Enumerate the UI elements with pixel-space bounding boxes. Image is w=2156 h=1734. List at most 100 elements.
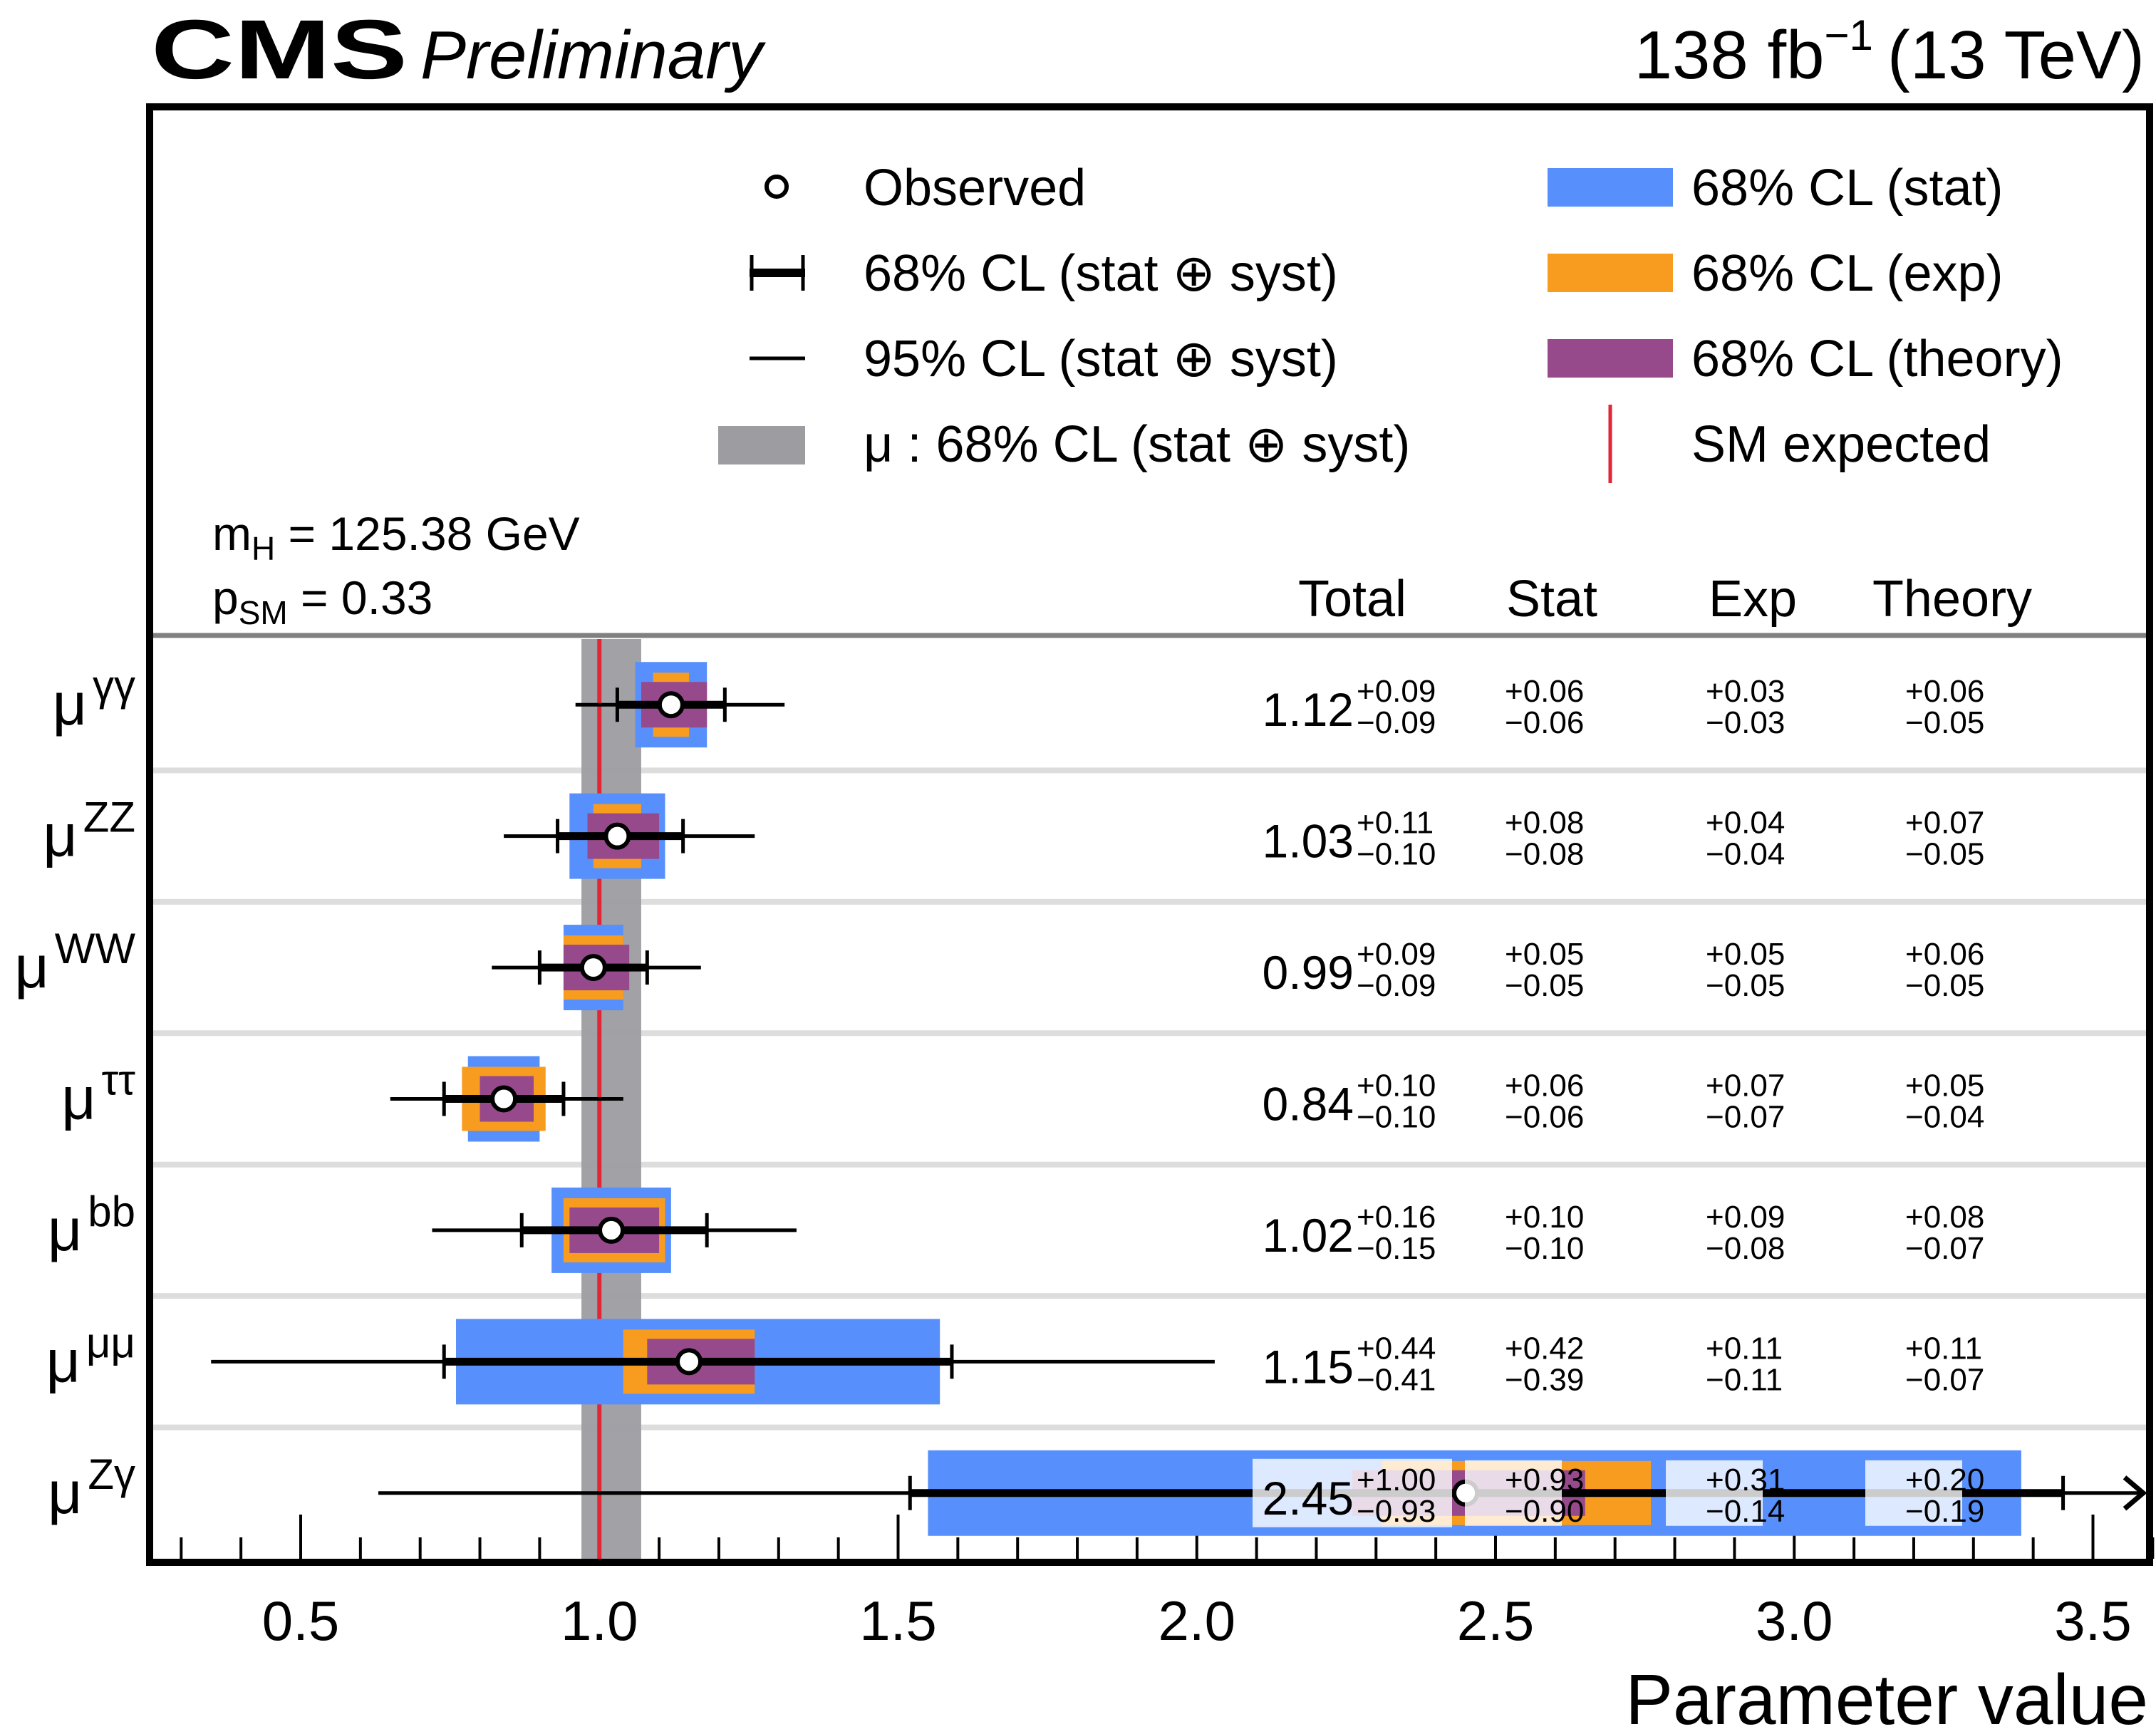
row-label: μ Zγ xyxy=(48,1450,135,1526)
theory-up: +0.07 xyxy=(1905,806,1984,841)
exp-down: −0.08 xyxy=(1706,1231,1785,1266)
row-label-superscript: bb xyxy=(88,1188,135,1235)
legend-label: 68% CL (exp) xyxy=(1691,245,2004,302)
stat-down: −0.06 xyxy=(1505,705,1584,740)
x-tick-label: 0.5 xyxy=(262,1589,339,1652)
theory-down: −0.07 xyxy=(1905,1362,1984,1397)
legend-label: SM expected xyxy=(1691,416,1991,473)
mu-symbol: μ xyxy=(48,1459,82,1526)
stat-bg xyxy=(1465,1460,1562,1526)
legend-label: Observed xyxy=(864,160,1086,217)
observed-marker xyxy=(579,954,607,982)
theory-up: +0.20 xyxy=(1905,1463,1984,1497)
observed-marker xyxy=(603,822,631,850)
exp-up: +0.05 xyxy=(1706,937,1785,972)
blue-box-icon xyxy=(1548,168,1673,207)
row-ττ: μ ττ 0.84 +0.10−0.10 +0.06−0.06 +0.07−0.07 +0.… xyxy=(61,1056,1984,1142)
legend-item-stat: 68% CL (stat) xyxy=(1548,160,2003,217)
total-up: +0.11 xyxy=(1357,806,1434,841)
value-central: 0.84 xyxy=(1263,1078,1354,1131)
mh-value: = 125.38 GeV xyxy=(275,507,580,560)
legend-item-theory: 68% CL (theory) xyxy=(1548,331,2063,388)
value-central: 1.15 xyxy=(1263,1340,1354,1393)
legend: Observed 68% CL (stat ⊕ syst) 95% CL (st… xyxy=(718,160,2063,483)
row-label: μ μμ xyxy=(46,1319,135,1394)
theory-down: −0.07 xyxy=(1905,1231,1984,1266)
exp-down: −0.04 xyxy=(1706,837,1785,872)
row-ZZ: μ ZZ 1.03 +0.11−0.10 +0.08−0.08 +0.04−0.04 +0.… xyxy=(43,793,1984,879)
mu-symbol: μ xyxy=(14,933,48,1000)
total-up: +1.00 xyxy=(1357,1463,1436,1497)
mu-symbol: μ xyxy=(46,1327,80,1394)
header-exp: Exp xyxy=(1709,571,1797,628)
exp-up: +0.07 xyxy=(1706,1069,1785,1104)
legend-label: 68% CL (stat ⊕ syst) xyxy=(864,245,1338,302)
row-γγ: μ γγ 1.12 +0.09−0.09+0.06−0.06+0.03−0.03+0.… xyxy=(53,662,1984,748)
x-tick-label: 2.5 xyxy=(1457,1589,1534,1652)
exp-down: −0.11 xyxy=(1706,1362,1783,1397)
energy-label: (13 TeV) xyxy=(1887,17,2145,93)
stat-up: +0.10 xyxy=(1505,1200,1584,1235)
cms-logo: CMS xyxy=(151,3,408,97)
mh-label: mH = 125.38 GeV xyxy=(212,507,580,567)
legend-item-68cl-total: 68% CL (stat ⊕ syst) xyxy=(750,245,1338,302)
row-μμ: μ μμ 1.15 +0.44−0.41+0.42−0.39+0.11−0.11+0.… xyxy=(46,1319,1984,1405)
legend-item-sm: SM expected xyxy=(1608,405,1991,483)
exp-up: +0.11 xyxy=(1706,1331,1783,1366)
total-up: +0.09 xyxy=(1357,674,1436,709)
mh-symbol: m xyxy=(212,507,252,560)
header-theory: Theory xyxy=(1872,571,2032,628)
orange-box-icon xyxy=(1548,254,1673,292)
row-Zγ: μ Zγ 2.45 +1.00−0.93 +0.93−0.90 +0.31−0.14 +0.… xyxy=(48,1450,2147,1536)
exp-down: −0.07 xyxy=(1706,1100,1785,1135)
theory-up: +0.11 xyxy=(1905,1331,1982,1366)
observed-marker xyxy=(657,691,685,719)
theory-down: −0.05 xyxy=(1905,705,1984,740)
mu-symbol: μ xyxy=(61,1065,95,1132)
theory-down: −0.04 xyxy=(1905,1100,1984,1135)
total-down: −0.15 xyxy=(1357,1231,1436,1266)
value-central: 1.12 xyxy=(1263,683,1354,736)
stat-up: +0.42 xyxy=(1505,1331,1584,1366)
exp-bg xyxy=(1666,1460,1763,1526)
x-tick-label: 1.5 xyxy=(859,1589,936,1652)
row-label-superscript: Zγ xyxy=(88,1450,135,1498)
stat-down: −0.10 xyxy=(1505,1231,1584,1266)
lumi-label: 138 fb−1 (13 TeV) xyxy=(1634,11,2145,93)
total-down: −0.09 xyxy=(1357,968,1436,1003)
legend-item-observed: Observed xyxy=(765,160,1086,217)
stat-up: +0.93 xyxy=(1505,1463,1584,1497)
mh-subscript: H xyxy=(252,530,275,567)
total-down: −0.09 xyxy=(1357,705,1436,740)
observed-marker xyxy=(675,1348,703,1376)
legend-item-exp: 68% CL (exp) xyxy=(1548,245,2004,302)
status-label: Preliminary xyxy=(420,17,766,93)
total-bg xyxy=(1253,1458,1452,1527)
total-down: −0.41 xyxy=(1357,1362,1436,1397)
total-up: +0.16 xyxy=(1357,1200,1436,1235)
observed-marker xyxy=(598,1216,626,1244)
stat-down: −0.39 xyxy=(1505,1362,1584,1397)
value-central: 0.99 xyxy=(1263,946,1354,999)
x-tick-label: 3.5 xyxy=(2054,1589,2131,1652)
stat-up: +0.08 xyxy=(1505,806,1584,841)
theory-up: +0.06 xyxy=(1905,937,1984,972)
total-up: +0.44 xyxy=(1357,1331,1436,1366)
row-label: μ ττ xyxy=(61,1057,135,1132)
stat-up: +0.06 xyxy=(1505,674,1584,709)
legend-label: μ : 68% CL (stat ⊕ syst) xyxy=(864,416,1410,473)
row-label: μ WW xyxy=(14,925,135,1000)
psm-label: pSM = 0.33 xyxy=(212,571,432,631)
theory-down: −0.05 xyxy=(1905,837,1984,872)
row-label-superscript: ZZ xyxy=(83,794,135,841)
exp-up: +0.31 xyxy=(1706,1463,1785,1497)
open-circle-marker-icon xyxy=(765,175,789,199)
legend-label: 95% CL (stat ⊕ syst) xyxy=(864,331,1338,388)
mu-symbol: μ xyxy=(48,1196,82,1263)
legend-item-95cl-total: 95% CL (stat ⊕ syst) xyxy=(750,331,1338,388)
plot-frame xyxy=(146,103,2153,1566)
lumi-exponent: −1 xyxy=(1825,11,1873,59)
header-total: Total xyxy=(1298,571,1406,628)
exp-down: −0.05 xyxy=(1706,968,1785,1003)
